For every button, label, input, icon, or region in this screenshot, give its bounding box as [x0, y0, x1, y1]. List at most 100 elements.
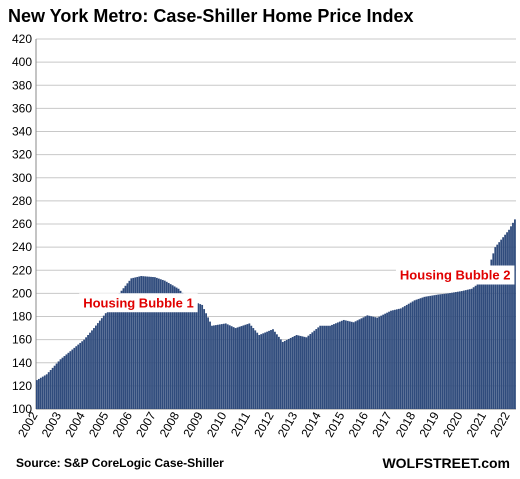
bar-2016-03	[370, 316, 373, 409]
bar-2014-02	[321, 325, 324, 409]
bar-2004-12	[104, 313, 107, 409]
bar-2006-07	[142, 276, 145, 409]
bar-2007-10	[171, 285, 174, 409]
bar-2012-06	[281, 341, 284, 409]
bar-2019-10	[455, 292, 457, 409]
annotation-background	[395, 265, 515, 285]
bar-2022-02	[510, 226, 512, 409]
x-tick-2007: 2007	[133, 409, 159, 439]
bar-2021-01	[484, 278, 487, 409]
bar-2004-02	[85, 337, 87, 409]
bar-2005-04	[112, 301, 115, 409]
bar-2016-12	[388, 311, 390, 409]
bar-2013-03	[299, 335, 302, 409]
bar-2022-03	[512, 222, 514, 409]
bar-2019-01	[437, 294, 440, 409]
x-tick-2020: 2020	[440, 409, 466, 439]
bar-2016-01	[366, 315, 369, 409]
bar-2021-10	[502, 237, 505, 409]
annotations: Housing Bubble 1 Housing Bubble 2	[79, 265, 515, 313]
bar-2005-05	[114, 298, 117, 409]
bar-2009-06	[211, 325, 213, 409]
bar-2016-02	[368, 315, 371, 409]
bar-2012-03	[276, 334, 278, 409]
y-tick-260: 260	[12, 217, 32, 231]
bar-2003-06	[69, 351, 72, 409]
bar-2010-05	[232, 327, 235, 409]
bar-2008-01	[177, 288, 180, 409]
bar-2017-11	[409, 302, 412, 410]
bar-2012-02	[274, 331, 276, 409]
x-tick-labels: 2002200320042005200620072008200920102011…	[15, 409, 513, 439]
y-tick-180: 180	[12, 310, 32, 324]
bar-2009-07	[213, 325, 215, 409]
bar-2014-08	[333, 324, 335, 409]
brand-label: WOLFSTREET.com	[382, 455, 510, 471]
bar-2004-01	[83, 339, 86, 410]
bar-2016-06	[376, 317, 379, 409]
bar-2011-09	[264, 332, 267, 409]
bar-2005-03	[110, 304, 113, 409]
bar-2014-01	[319, 325, 322, 409]
bar-2018-07	[425, 296, 428, 409]
x-tick-2014: 2014	[298, 409, 324, 439]
annotation-1: Housing Bubble 1	[79, 293, 198, 313]
bar-2003-07	[71, 349, 74, 409]
source-note: Source: S&P CoreLogic Case-Shiller	[16, 456, 224, 470]
bar-2012-04	[277, 336, 280, 409]
bar-2008-11	[197, 303, 200, 409]
bar-2002-12	[57, 361, 60, 409]
bar-2003-12	[81, 341, 84, 409]
bar-2013-02	[297, 335, 300, 409]
bar-2016-10	[384, 313, 387, 409]
bar-2012-07	[283, 340, 286, 409]
bar-2013-12	[317, 327, 320, 409]
bar-2012-08	[285, 339, 288, 409]
bar-2014-03	[323, 325, 326, 409]
bar-2002-06	[45, 374, 48, 409]
x-tick-2003: 2003	[39, 409, 65, 439]
bar-2020-11	[480, 281, 483, 409]
bar-2005-08	[120, 290, 123, 409]
bar-2021-08	[498, 242, 501, 409]
x-tick-2009: 2009	[180, 409, 206, 439]
bar-2006-11	[150, 276, 152, 409]
bar-2020-05	[468, 289, 471, 409]
bar-2006-08	[144, 276, 147, 409]
bar-2010-04	[230, 326, 233, 409]
y-tick-360: 360	[12, 101, 32, 115]
bar-2007-08	[167, 282, 170, 409]
bar-2018-08	[427, 296, 430, 409]
x-tick-2013: 2013	[275, 409, 301, 439]
x-tick-2021: 2021	[464, 409, 490, 439]
y-tick-280: 280	[12, 194, 32, 208]
bar-2002-07	[47, 372, 50, 409]
bar-2015-03	[346, 320, 349, 409]
bar-2020-08	[474, 285, 477, 409]
bar-2018-09	[429, 295, 432, 409]
y-tick-300: 300	[12, 171, 32, 185]
bar-2003-03	[63, 356, 66, 409]
x-tick-2017: 2017	[369, 409, 395, 439]
bar-2022-04	[514, 219, 516, 409]
bar-2007-02	[156, 277, 158, 409]
bars	[36, 219, 516, 410]
bar-2017-06	[399, 308, 402, 409]
bar-2011-03	[252, 328, 255, 409]
bar-2011-07	[260, 334, 263, 409]
bar-2011-11	[268, 330, 270, 409]
bar-2021-11	[504, 234, 507, 409]
bar-2015-09	[358, 319, 361, 409]
y-tick-220: 220	[12, 263, 32, 277]
bar-2015-12	[364, 316, 367, 409]
bar-2017-08	[403, 306, 406, 409]
bar-2005-12	[128, 280, 131, 409]
bar-2006-01	[130, 278, 133, 409]
y-tick-400: 400	[12, 55, 32, 69]
bar-2009-09	[216, 324, 219, 409]
bar-2010-03	[228, 325, 231, 409]
bar-2002-04	[41, 376, 44, 410]
bar-2014-09	[335, 323, 337, 409]
bar-2006-05	[138, 276, 141, 409]
bar-2008-07	[189, 299, 192, 409]
